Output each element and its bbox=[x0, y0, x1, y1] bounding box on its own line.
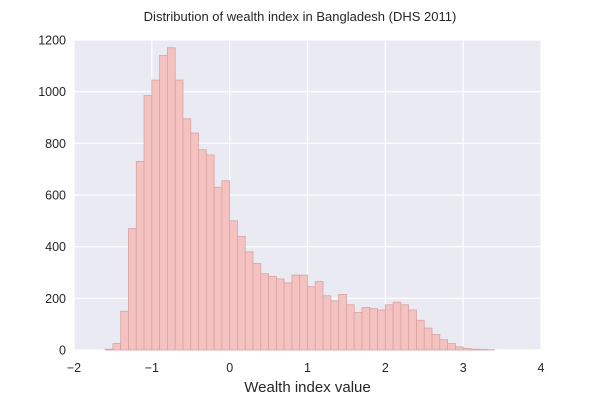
x-tick-label: 4 bbox=[538, 361, 545, 375]
histogram-bar bbox=[205, 154, 215, 351]
histogram-bar bbox=[408, 309, 417, 351]
histogram-bar bbox=[478, 349, 487, 351]
x-axis-label: Wealth index value bbox=[244, 379, 370, 396]
histogram-bar bbox=[190, 132, 199, 351]
x-tick-label: −2 bbox=[67, 361, 81, 375]
histogram-bar bbox=[314, 281, 324, 351]
histogram-bar bbox=[462, 348, 472, 351]
histogram-bar bbox=[166, 47, 176, 351]
histogram-bar bbox=[128, 228, 137, 351]
histogram-bar bbox=[307, 286, 316, 351]
histogram-bar bbox=[159, 55, 168, 351]
histogram-bar bbox=[416, 319, 425, 351]
histogram-bar bbox=[353, 312, 363, 351]
histogram-bar bbox=[151, 79, 161, 351]
histogram-bar bbox=[174, 79, 184, 351]
x-tick-label: 2 bbox=[382, 361, 389, 375]
histogram-bar bbox=[143, 95, 153, 351]
histogram-bar bbox=[120, 310, 129, 351]
histogram-bar bbox=[392, 301, 402, 351]
histogram-bar bbox=[229, 220, 238, 351]
x-tick-label: 0 bbox=[226, 361, 233, 375]
x-tick-label: −1 bbox=[145, 361, 159, 375]
histogram-bar bbox=[400, 304, 410, 351]
histogram-bar bbox=[198, 149, 207, 351]
y-tick-label: 1200 bbox=[38, 34, 66, 48]
y-tick-label: 200 bbox=[45, 292, 66, 306]
histogram-bar bbox=[112, 343, 122, 351]
histogram-bar bbox=[361, 306, 371, 351]
x-tick-label: 1 bbox=[304, 361, 311, 375]
histogram-bar bbox=[283, 282, 293, 351]
histogram-bar bbox=[182, 118, 192, 351]
histogram-bar bbox=[237, 235, 246, 351]
histogram-bar bbox=[260, 273, 269, 351]
histogram-bar bbox=[221, 180, 231, 351]
y-tick-label: 800 bbox=[45, 137, 66, 151]
y-tick-label: 1000 bbox=[38, 85, 66, 99]
histogram-bar bbox=[268, 275, 277, 351]
histogram-bar bbox=[431, 334, 441, 351]
histogram-bar bbox=[447, 343, 456, 351]
histogram-bar bbox=[439, 339, 449, 351]
y-axis-ticks: 0 200 400 600 800 1000 1200 bbox=[38, 34, 66, 358]
histogram-bar bbox=[299, 274, 308, 351]
histogram-bar bbox=[346, 304, 355, 351]
histogram-bar bbox=[330, 300, 340, 351]
y-tick-label: 0 bbox=[59, 344, 66, 358]
histogram-bar bbox=[322, 295, 332, 351]
y-tick-label: 400 bbox=[45, 240, 66, 254]
histogram-bar bbox=[377, 309, 386, 351]
x-tick-label: 3 bbox=[460, 361, 467, 375]
histogram-bars bbox=[104, 47, 495, 351]
histogram-bar bbox=[275, 278, 285, 351]
histogram-bar bbox=[252, 263, 262, 351]
histogram-bar bbox=[213, 186, 223, 351]
histogram-bar bbox=[291, 274, 301, 351]
histogram-bar bbox=[244, 251, 254, 351]
histogram-bar bbox=[384, 304, 394, 351]
y-tick-label: 600 bbox=[45, 189, 66, 203]
histogram-bar bbox=[423, 327, 433, 351]
histogram-bar bbox=[338, 294, 347, 351]
histogram-bar bbox=[470, 348, 480, 351]
histogram-bar bbox=[104, 348, 114, 351]
x-axis-ticks: −2 −1 0 1 2 3 4 bbox=[67, 361, 545, 375]
histogram-bar bbox=[369, 308, 378, 351]
histogram-bar bbox=[135, 161, 145, 351]
chart-title: Distribution of wealth index in Banglade… bbox=[144, 9, 457, 24]
histogram-bar bbox=[454, 346, 464, 351]
